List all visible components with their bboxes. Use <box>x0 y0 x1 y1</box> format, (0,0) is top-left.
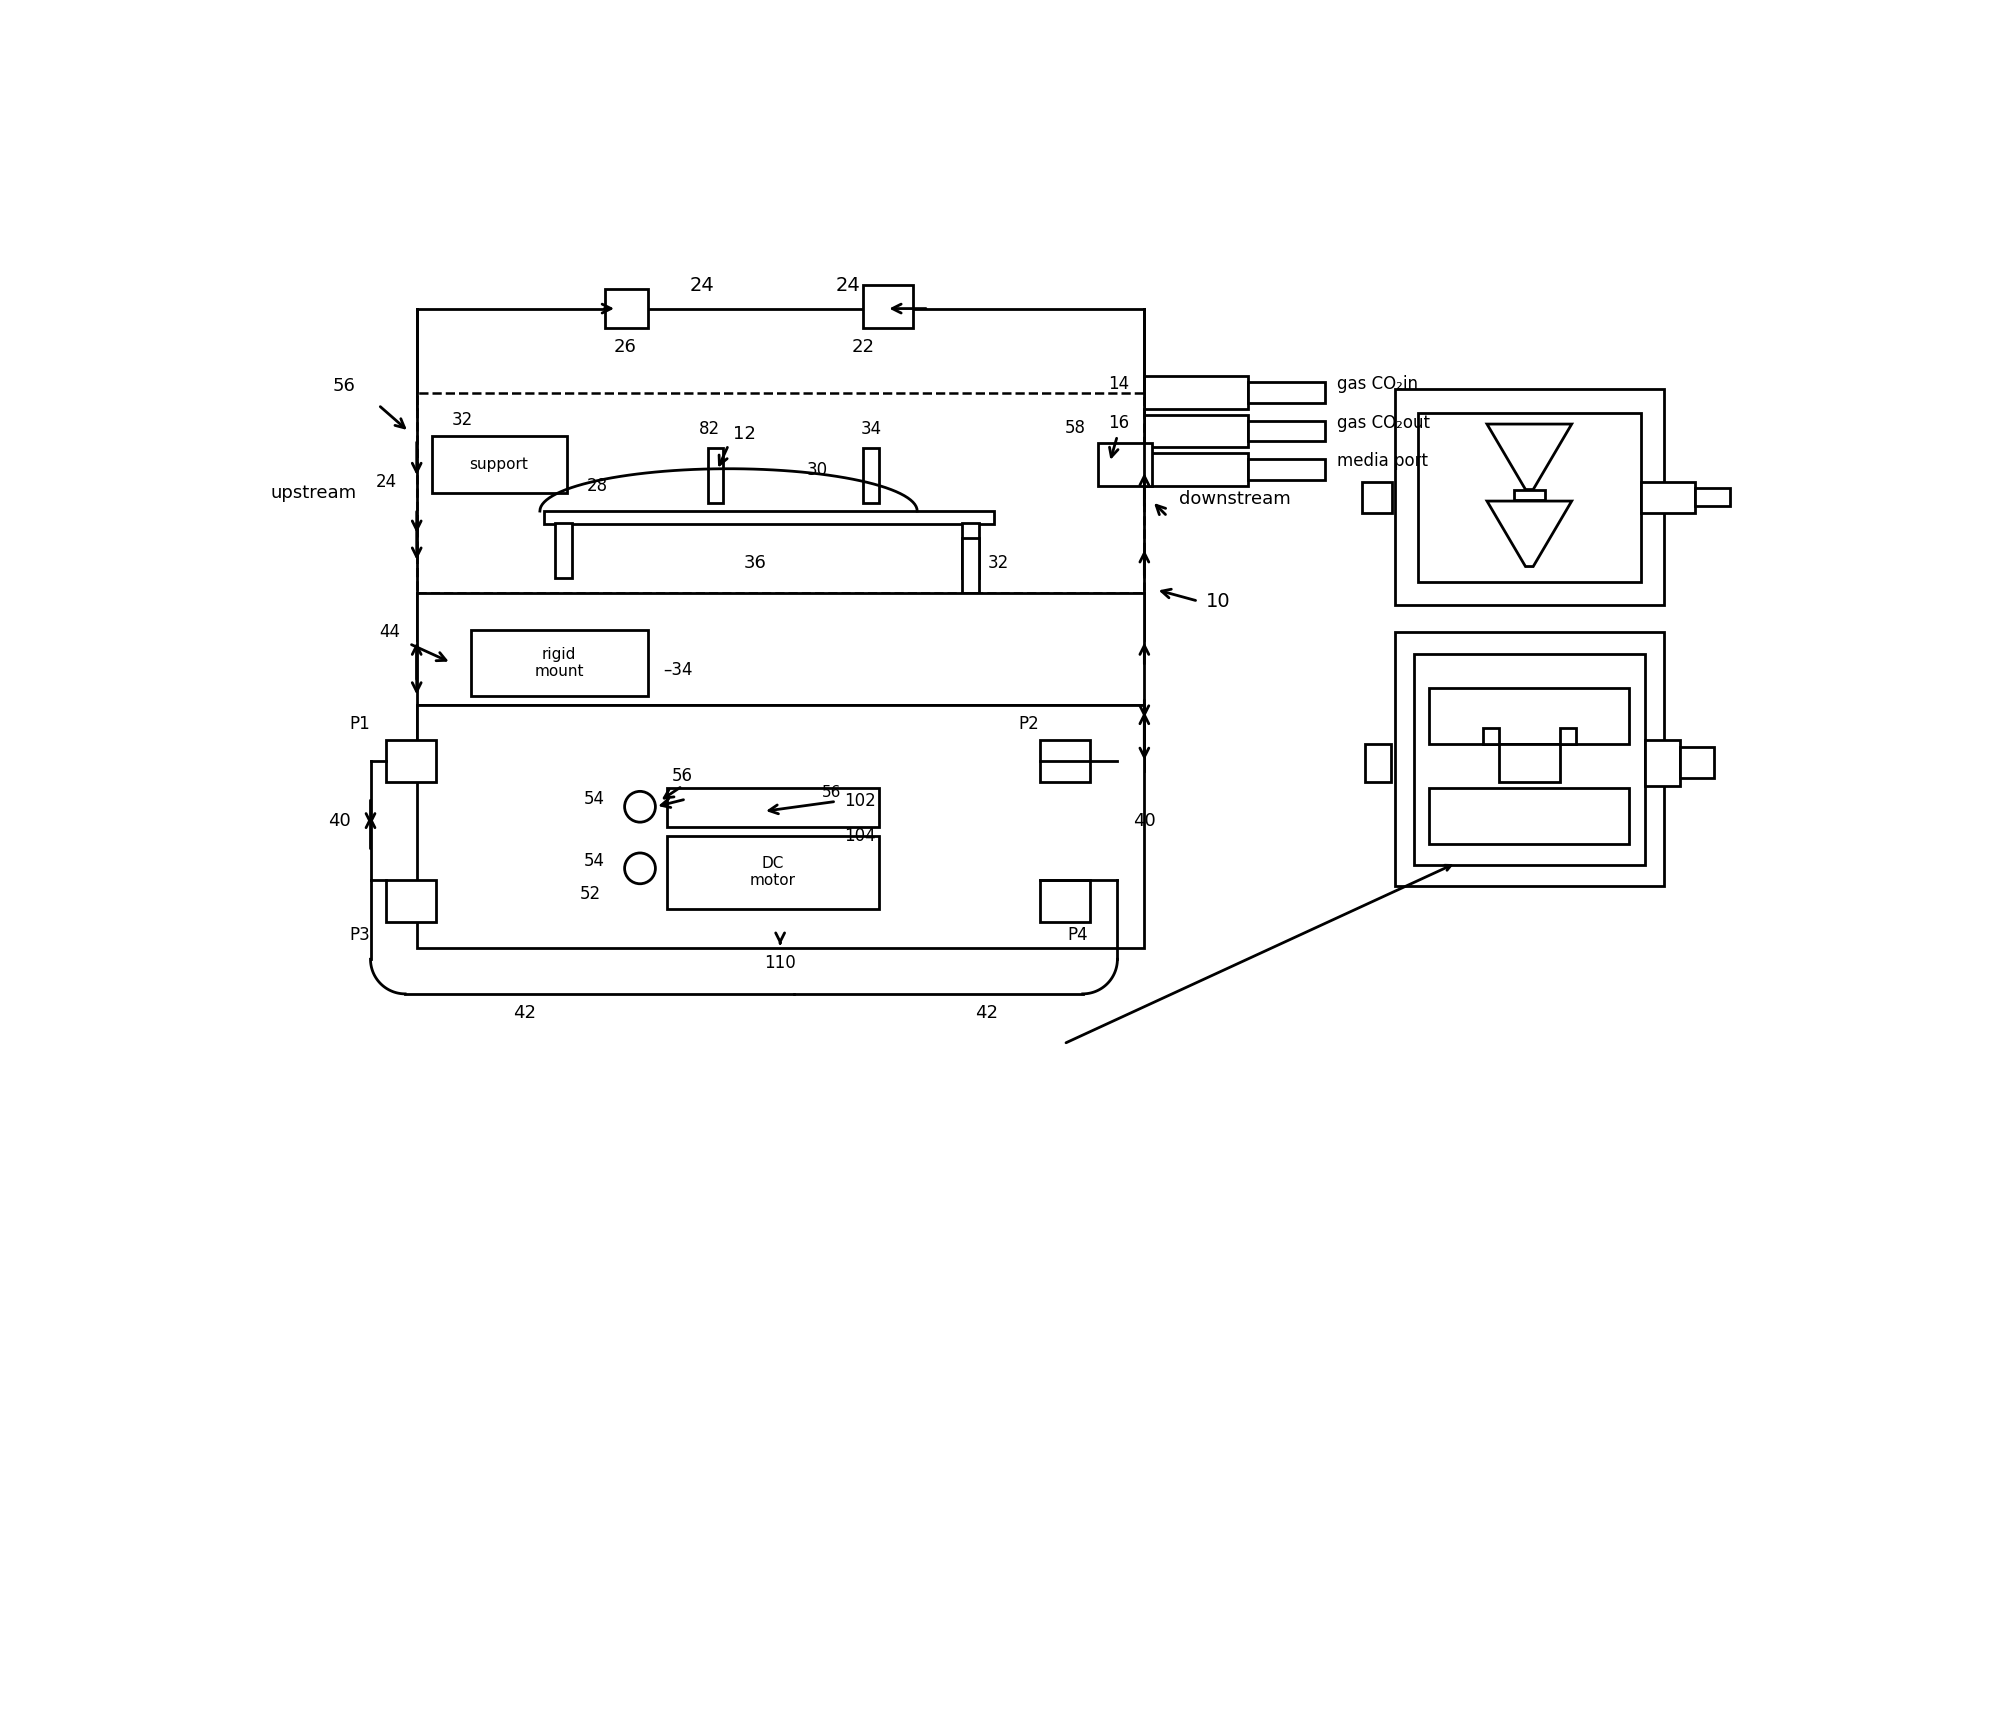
Bar <box>386 740 436 782</box>
Text: P4: P4 <box>1068 926 1088 943</box>
Text: 28: 28 <box>588 476 608 495</box>
Text: 26: 26 <box>614 338 636 356</box>
Bar <box>606 289 648 328</box>
Text: DC
motor: DC motor <box>750 856 796 888</box>
Bar <box>432 436 566 493</box>
Text: downstream: downstream <box>1180 490 1290 509</box>
Text: 22: 22 <box>852 338 874 356</box>
Bar <box>386 880 436 923</box>
Bar <box>1430 689 1630 744</box>
Text: P3: P3 <box>350 926 370 943</box>
Circle shape <box>624 852 656 883</box>
Bar <box>1366 744 1390 782</box>
Bar <box>1394 632 1664 886</box>
Bar <box>1248 383 1326 402</box>
Text: 42: 42 <box>976 1003 998 1022</box>
Text: 54: 54 <box>584 852 604 869</box>
Text: 30: 30 <box>806 460 828 479</box>
Bar <box>962 522 978 577</box>
Text: 10: 10 <box>1206 591 1230 610</box>
Bar <box>1694 488 1730 507</box>
Text: 16: 16 <box>1108 414 1128 431</box>
Bar <box>1418 412 1640 582</box>
Text: 12: 12 <box>732 424 756 443</box>
Bar <box>1362 481 1392 512</box>
Bar <box>962 538 978 593</box>
Bar <box>470 631 648 696</box>
Bar <box>666 789 878 826</box>
Bar <box>1040 740 1090 782</box>
Text: 58: 58 <box>1064 419 1086 436</box>
Text: support: support <box>470 457 528 472</box>
Text: 24: 24 <box>376 472 396 491</box>
Text: 42: 42 <box>512 1003 536 1022</box>
Circle shape <box>624 792 656 823</box>
Bar <box>864 285 914 328</box>
Bar <box>864 448 878 503</box>
Text: 104: 104 <box>844 826 876 845</box>
Text: 14: 14 <box>1108 375 1128 393</box>
Bar <box>416 393 1144 593</box>
Text: 82: 82 <box>698 421 720 438</box>
Bar <box>1644 740 1680 785</box>
Text: gas CO₂out: gas CO₂out <box>1336 414 1430 431</box>
Text: media port: media port <box>1336 452 1428 471</box>
Text: 40: 40 <box>328 811 352 830</box>
Bar <box>1640 481 1694 512</box>
Text: 32: 32 <box>988 553 1008 572</box>
Bar <box>1144 454 1248 486</box>
Bar <box>556 522 572 577</box>
Bar <box>1498 744 1560 782</box>
Bar <box>1040 880 1090 923</box>
Text: 110: 110 <box>764 953 796 972</box>
Text: 24: 24 <box>836 277 860 295</box>
Text: 56: 56 <box>332 376 354 395</box>
Text: 44: 44 <box>380 624 400 641</box>
Text: gas CO₂in: gas CO₂in <box>1336 375 1418 393</box>
Text: P2: P2 <box>1018 715 1040 734</box>
Text: 24: 24 <box>690 277 714 295</box>
Bar <box>1414 653 1644 864</box>
Bar <box>1430 789 1630 844</box>
Bar <box>1248 459 1326 479</box>
Text: 56: 56 <box>672 766 692 785</box>
Text: 52: 52 <box>580 885 600 902</box>
Text: rigid
mount: rigid mount <box>534 646 584 679</box>
Text: 102: 102 <box>844 792 876 811</box>
Bar <box>1484 728 1498 744</box>
Bar <box>708 448 724 503</box>
Text: 40: 40 <box>1132 811 1156 830</box>
Bar <box>1394 390 1664 605</box>
Text: 36: 36 <box>744 553 766 572</box>
Bar <box>1680 747 1714 778</box>
Text: –34: –34 <box>664 661 692 680</box>
Text: upstream: upstream <box>270 484 356 502</box>
Polygon shape <box>1488 502 1572 567</box>
Text: 32: 32 <box>452 411 472 430</box>
Text: P1: P1 <box>350 715 370 734</box>
Bar <box>666 837 878 909</box>
Bar <box>1144 414 1248 447</box>
Bar <box>1560 728 1576 744</box>
Bar <box>1098 443 1152 486</box>
Text: 34: 34 <box>860 421 882 438</box>
Bar <box>1514 490 1544 500</box>
Bar <box>1248 421 1326 442</box>
Bar <box>416 704 1144 948</box>
Text: 56: 56 <box>822 785 842 799</box>
Bar <box>544 510 994 524</box>
Bar <box>1144 376 1248 409</box>
Bar <box>416 593 1144 704</box>
Text: 54: 54 <box>584 790 604 807</box>
Polygon shape <box>1488 424 1572 490</box>
